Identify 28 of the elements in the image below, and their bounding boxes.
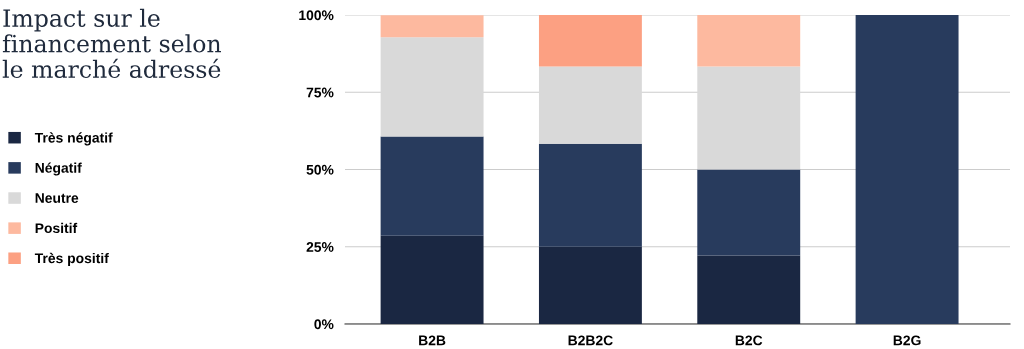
y-tick-label: 75% [306, 87, 334, 98]
bar [697, 15, 801, 67]
x-tick-label: B2C [735, 335, 763, 346]
x-tick-label: B2B2C [568, 335, 613, 346]
bar [380, 15, 484, 38]
bar [855, 15, 959, 324]
y-tick-label: 25% [306, 242, 334, 252]
bar [538, 246, 642, 324]
bar [538, 66, 642, 144]
y-tick-label: 100% [299, 10, 334, 21]
bar [697, 169, 801, 256]
text: Impact sur le financement selon le marché adressé [2, 8, 221, 79]
bar [697, 255, 801, 324]
bar [380, 136, 484, 236]
bar [697, 66, 801, 170]
legend-label: Positif [35, 222, 78, 234]
y-tick-label: 0% [314, 319, 334, 330]
bar [538, 143, 642, 247]
bar [380, 235, 484, 324]
legend-label: Très positif [34, 252, 109, 266]
legend-label: Neutre [35, 193, 79, 203]
x-tick-label: B2G [893, 335, 921, 346]
legend-label: Très négatif [34, 132, 113, 146]
bar [538, 15, 642, 67]
x-tick-label: B2B [419, 335, 446, 346]
y-tick-label: 50% [306, 164, 334, 175]
bar [380, 37, 484, 137]
legend-label: Négatif [35, 162, 82, 176]
